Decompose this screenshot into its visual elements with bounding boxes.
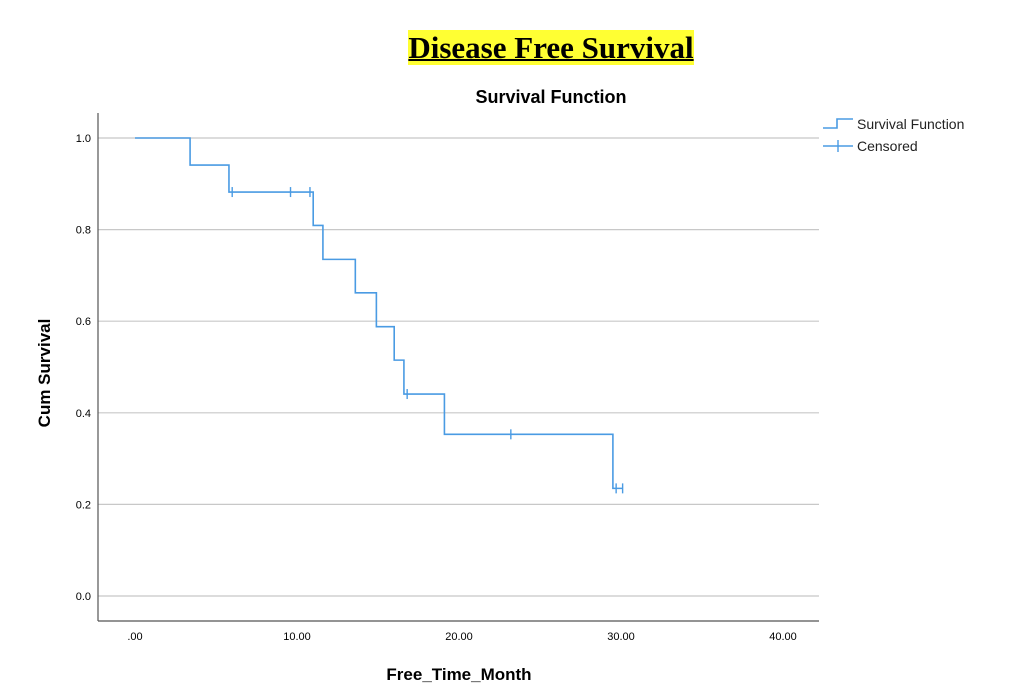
x-tick-label: .00: [127, 631, 142, 643]
legend: Survival Function Censored: [823, 116, 964, 154]
x-axis-label: Free_Time_Month: [386, 665, 531, 684]
legend-label-survival: Survival Function: [857, 116, 964, 132]
x-tick-label: 30.00: [607, 631, 635, 643]
chart-title: Survival Function: [475, 87, 626, 107]
y-tick-label: 0.4: [76, 408, 91, 420]
page-heading: Disease Free Survival: [0, 30, 1024, 66]
x-tick-label: 10.00: [283, 631, 311, 643]
y-tick-label: 0.8: [76, 225, 91, 237]
y-axis-label: Cum Survival: [35, 319, 54, 428]
legend-label-censored: Censored: [857, 138, 918, 154]
plot-area: [135, 137, 624, 494]
page-heading-text: Disease Free Survival: [408, 30, 694, 65]
y-tick-label: 1.0: [76, 133, 91, 145]
axes: [97, 113, 819, 622]
y-tick-label: 0.2: [76, 499, 91, 511]
legend-item-censored: Censored: [823, 138, 918, 154]
y-tick-label: 0.0: [76, 591, 91, 603]
legend-item-survival: Survival Function: [823, 116, 964, 132]
tick-labels: 0.0 0.2 0.4 0.6 0.8 1.0 .00 10.00 20.00 30.00 40.0…: [76, 133, 797, 643]
survival-step-line: [135, 137, 623, 490]
legend-swatch-survival: [823, 118, 853, 129]
x-tick-label: 20.00: [445, 631, 473, 643]
y-tick-label: 0.6: [76, 316, 91, 328]
grid-lines: [98, 137, 819, 597]
x-tick-label: 40.00: [769, 631, 797, 643]
